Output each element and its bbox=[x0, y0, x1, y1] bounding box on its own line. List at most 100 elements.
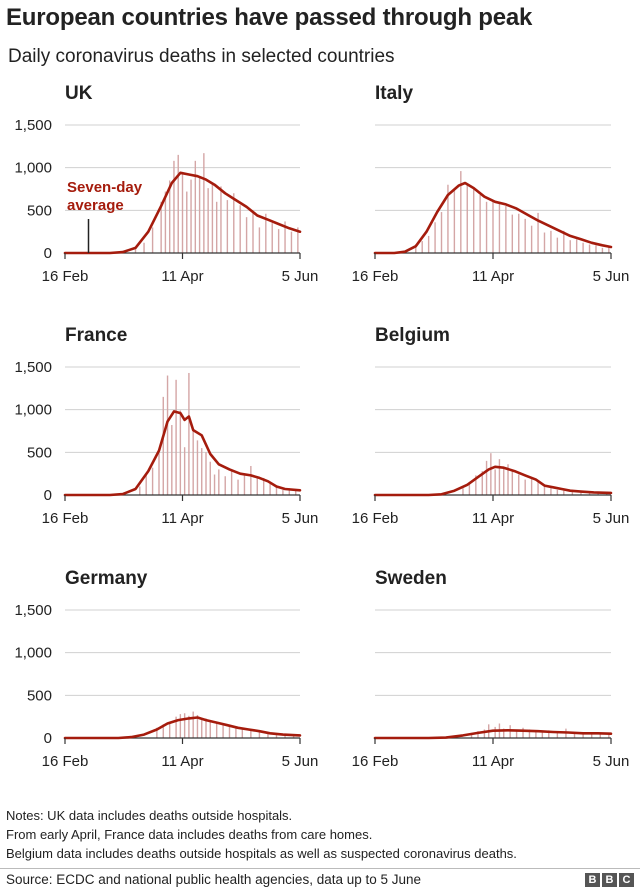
bar bbox=[582, 732, 584, 738]
bar bbox=[475, 475, 477, 495]
bar bbox=[201, 720, 203, 738]
panel-title: France bbox=[65, 325, 127, 346]
bar bbox=[183, 713, 186, 738]
y-tick-label: 1,500 bbox=[14, 602, 52, 619]
bar bbox=[524, 479, 526, 495]
x-tick-label: 16 Feb bbox=[42, 510, 89, 527]
panel-title: Italy bbox=[375, 83, 413, 104]
bar bbox=[205, 718, 207, 738]
x-tick-label: 16 Feb bbox=[352, 268, 399, 285]
bar bbox=[145, 475, 147, 495]
bar bbox=[277, 229, 280, 253]
x-tick-label: 16 Feb bbox=[42, 753, 89, 770]
x-tick-label: 11 Apr bbox=[472, 268, 514, 285]
bar bbox=[258, 732, 261, 738]
bar bbox=[535, 731, 537, 738]
bar bbox=[556, 732, 559, 738]
bar bbox=[530, 225, 533, 253]
x-tick-label: 11 Apr bbox=[472, 510, 514, 527]
bar bbox=[571, 491, 574, 495]
average-line bbox=[63, 171, 302, 255]
bar bbox=[582, 242, 584, 253]
bar bbox=[179, 410, 182, 495]
bar bbox=[284, 221, 286, 253]
bar bbox=[601, 247, 604, 253]
x-tick-label: 16 Feb bbox=[352, 510, 399, 527]
bar bbox=[183, 447, 186, 495]
bar bbox=[162, 724, 164, 738]
bar bbox=[515, 730, 518, 738]
footer-divider bbox=[0, 868, 640, 869]
bar bbox=[192, 431, 194, 495]
average-line bbox=[373, 465, 613, 497]
chart-title: European countries have passed through p… bbox=[6, 4, 533, 31]
y-tick-label: 1,500 bbox=[14, 117, 52, 134]
bar bbox=[188, 372, 190, 495]
x-tick-label: 5 Jun bbox=[282, 268, 319, 285]
bar bbox=[222, 724, 224, 738]
bar bbox=[239, 205, 241, 253]
note-line: Belgium data includes deaths outside hos… bbox=[6, 846, 517, 861]
y-tick-label: 0 bbox=[44, 245, 52, 262]
bar bbox=[485, 201, 488, 253]
small-multiples-charts: UK 0 500 1,000 1,500 16 Feb 11 Apr 5 Jun Seven-d… bbox=[14, 83, 630, 770]
x-tick-label: 16 Feb bbox=[42, 268, 89, 285]
bar bbox=[160, 201, 162, 253]
bar bbox=[477, 731, 479, 738]
bar bbox=[209, 720, 211, 738]
bar bbox=[175, 379, 177, 495]
x-tick-label: 11 Apr bbox=[161, 753, 203, 770]
bar bbox=[556, 489, 559, 495]
y-tick-label: 1,000 bbox=[14, 402, 52, 419]
average-line bbox=[63, 716, 302, 740]
bar bbox=[203, 153, 205, 253]
bar bbox=[466, 183, 468, 253]
bar bbox=[196, 714, 199, 738]
bar bbox=[580, 491, 582, 495]
bar bbox=[269, 483, 271, 495]
bar bbox=[245, 217, 248, 253]
bar bbox=[207, 188, 209, 253]
bar bbox=[284, 734, 286, 738]
bar bbox=[215, 201, 218, 253]
y-tick-label: 1,000 bbox=[14, 645, 52, 662]
bar bbox=[292, 735, 295, 738]
bar bbox=[252, 210, 254, 253]
bar bbox=[235, 726, 237, 738]
bar bbox=[156, 727, 158, 738]
bar bbox=[179, 714, 182, 738]
average-line bbox=[373, 181, 613, 255]
y-tick-label: 1,500 bbox=[14, 359, 52, 376]
bar bbox=[595, 245, 597, 253]
bar bbox=[237, 479, 239, 495]
y-tick-label: 1,000 bbox=[14, 160, 52, 177]
panel-title: Germany bbox=[65, 568, 148, 589]
bar bbox=[481, 471, 483, 495]
bar bbox=[290, 231, 293, 253]
bar bbox=[490, 453, 492, 495]
bar bbox=[188, 715, 190, 738]
x-tick-label: 5 Jun bbox=[593, 268, 630, 285]
x-tick-label: 5 Jun bbox=[282, 510, 319, 527]
bar bbox=[267, 732, 269, 738]
bar bbox=[243, 473, 246, 495]
note-line: From early April, France data includes d… bbox=[6, 827, 373, 842]
bar bbox=[151, 467, 154, 495]
bar bbox=[528, 729, 531, 738]
bar bbox=[503, 728, 505, 738]
bar bbox=[143, 242, 145, 253]
bar bbox=[177, 154, 179, 253]
bar bbox=[556, 237, 559, 253]
bar bbox=[524, 218, 526, 253]
bar bbox=[282, 489, 284, 495]
bar bbox=[228, 726, 231, 738]
bar bbox=[479, 194, 481, 253]
bar bbox=[588, 492, 591, 495]
bar bbox=[518, 213, 520, 253]
bar bbox=[230, 470, 233, 495]
x-tick-label: 11 Apr bbox=[472, 753, 514, 770]
bar bbox=[194, 160, 197, 253]
bar bbox=[168, 721, 171, 738]
bar bbox=[530, 477, 533, 495]
bar bbox=[220, 186, 222, 253]
